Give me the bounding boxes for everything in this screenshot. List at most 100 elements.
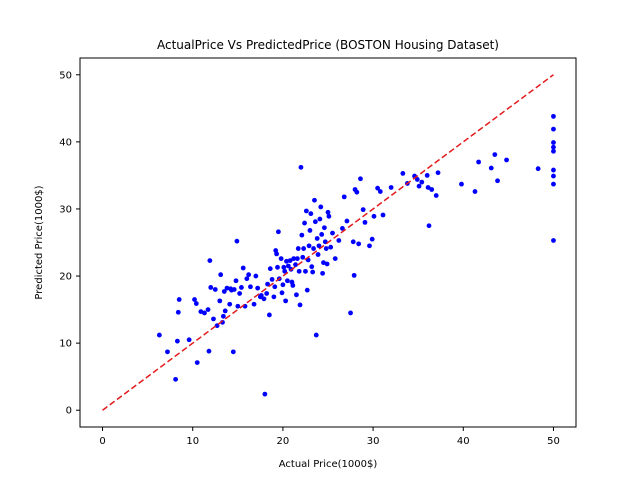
data-point: [205, 307, 211, 312]
data-point: [272, 284, 278, 290]
data-point: [271, 294, 277, 300]
data-point: [371, 213, 377, 219]
data-point: [492, 152, 498, 158]
data-point: [310, 269, 316, 275]
data-point: [325, 209, 331, 215]
data-point: [476, 159, 482, 165]
data-point: [156, 332, 162, 338]
data-point: [324, 261, 330, 267]
data-point: [240, 265, 246, 271]
data-point: [330, 230, 335, 236]
data-point: [328, 244, 334, 250]
data-point: [304, 287, 310, 293]
data-point: [284, 258, 289, 264]
y-tick-label: 30: [59, 204, 72, 215]
data-point: [326, 213, 332, 219]
data-point: [280, 282, 286, 288]
data-point: [308, 211, 314, 217]
data-point: [400, 170, 406, 176]
data-point: [551, 144, 556, 150]
data-point: [307, 228, 313, 233]
data-point: [318, 204, 324, 210]
data-point: [419, 179, 425, 185]
x-tick-label: 30: [367, 436, 380, 447]
data-point: [235, 303, 241, 309]
plot-frame: [79, 57, 577, 428]
data-point: [341, 194, 347, 200]
data-series: [102, 74, 556, 411]
data-point: [429, 187, 435, 192]
data-point: [237, 291, 243, 296]
data-point: [282, 268, 288, 274]
data-point: [323, 246, 329, 251]
data-point: [360, 207, 366, 213]
data-point: [278, 256, 284, 262]
data-point: [193, 301, 199, 306]
data-point: [551, 148, 556, 154]
reference-line: [102, 74, 554, 411]
data-point: [230, 349, 236, 355]
data-point: [424, 173, 430, 178]
data-point: [425, 185, 431, 190]
data-point: [426, 223, 432, 229]
data-point: [265, 281, 270, 287]
data-point: [269, 277, 275, 282]
data-point: [472, 189, 478, 194]
y-tick-label: 50: [59, 70, 72, 81]
data-point: [414, 177, 420, 182]
data-point: [375, 185, 380, 191]
data-point: [253, 273, 259, 279]
data-point: [246, 272, 252, 278]
data-point: [311, 246, 316, 251]
data-point: [358, 176, 363, 182]
data-point: [317, 216, 323, 222]
data-point: [279, 290, 285, 296]
x-tick-label: 0: [99, 436, 105, 447]
data-point: [276, 229, 281, 235]
data-point: [313, 332, 319, 338]
data-point: [495, 178, 500, 184]
data-point: [300, 254, 306, 260]
data-point: [244, 276, 250, 282]
data-point: [309, 264, 315, 270]
data-point: [488, 165, 494, 171]
data-point: [239, 285, 244, 290]
data-point: [212, 287, 218, 292]
data-point: [266, 312, 272, 318]
data-point: [551, 140, 556, 145]
data-point: [354, 189, 360, 195]
data-point: [340, 226, 345, 231]
x-axis-ticks: 0 10 20 30 40 50: [99, 427, 560, 447]
data-point: [298, 164, 304, 170]
y-tick-label: 0: [66, 406, 72, 417]
data-point: [275, 264, 280, 270]
data-point: [320, 270, 325, 276]
x-tick-label: 50: [547, 436, 560, 447]
data-point: [192, 297, 197, 302]
data-point: [194, 360, 200, 365]
data-point: [435, 170, 441, 176]
data-point: [202, 310, 207, 316]
data-point: [176, 297, 182, 302]
data-point: [231, 287, 237, 292]
data-point: [248, 284, 253, 290]
data-point: [224, 285, 230, 291]
data-point: [380, 212, 386, 218]
data-point: [222, 308, 228, 314]
data-point: [367, 243, 372, 249]
y-tick-label: 20: [59, 272, 72, 283]
data-point: [294, 256, 300, 262]
data-point: [296, 268, 302, 274]
data-point: [535, 166, 541, 172]
x-tick-label: 40: [457, 436, 470, 447]
data-point: [207, 258, 213, 264]
data-point: [227, 301, 233, 307]
data-point: [362, 219, 368, 225]
data-point: [294, 292, 299, 298]
data-point: [264, 291, 270, 296]
data-point: [344, 218, 350, 224]
data-point: [218, 272, 224, 278]
data-point: [175, 309, 181, 315]
data-point: [283, 298, 289, 304]
